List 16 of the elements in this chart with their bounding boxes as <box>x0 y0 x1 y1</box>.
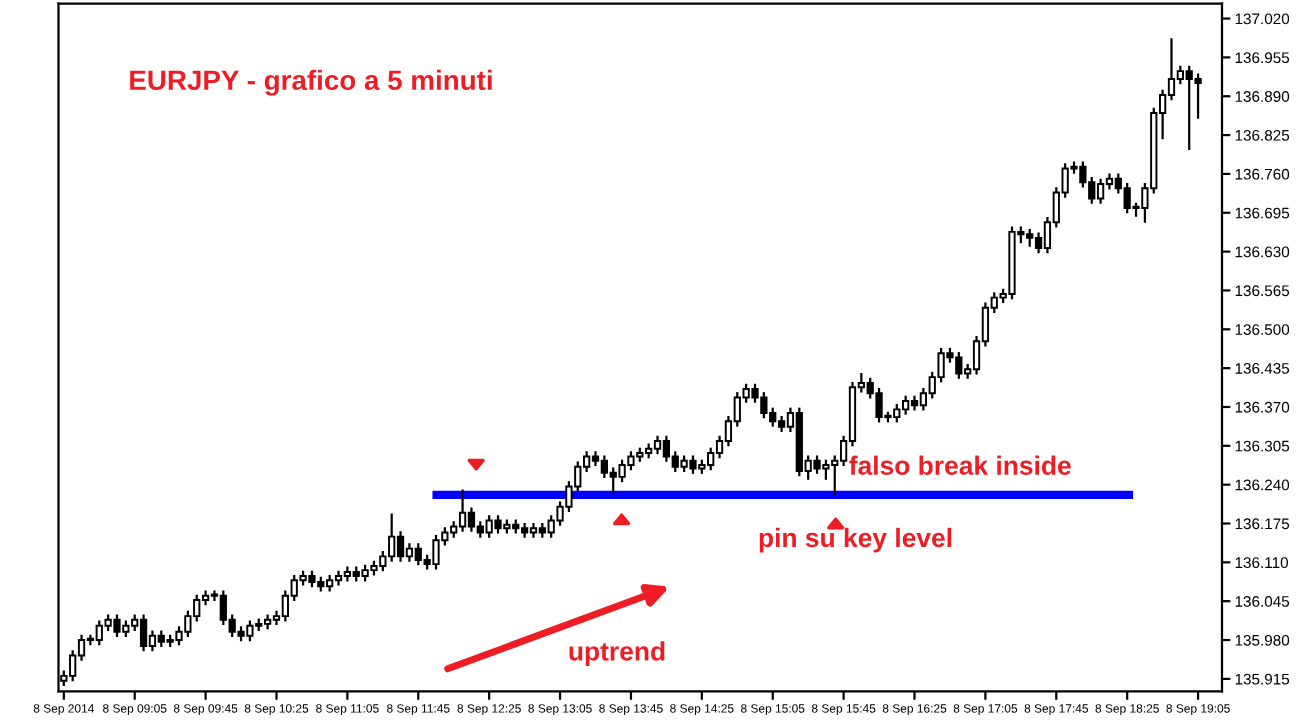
candlestick <box>662 435 671 462</box>
candlestick <box>467 507 476 532</box>
candlestick <box>529 522 538 538</box>
candlestick <box>591 451 600 467</box>
candlestick <box>1194 73 1202 119</box>
candlestick <box>458 489 467 532</box>
candlestick <box>520 522 529 538</box>
candlestick <box>1096 178 1105 204</box>
candlestick <box>396 531 405 562</box>
text: EURJPY - grafico a 5 minuti <box>130 69 492 96</box>
candlestick <box>334 570 343 586</box>
candlestick <box>432 534 440 570</box>
annotation: pin su key level <box>759 527 952 553</box>
annotation: uptrend <box>569 641 665 666</box>
candlestick <box>139 614 148 652</box>
annotation: falso break inside <box>849 455 1071 475</box>
